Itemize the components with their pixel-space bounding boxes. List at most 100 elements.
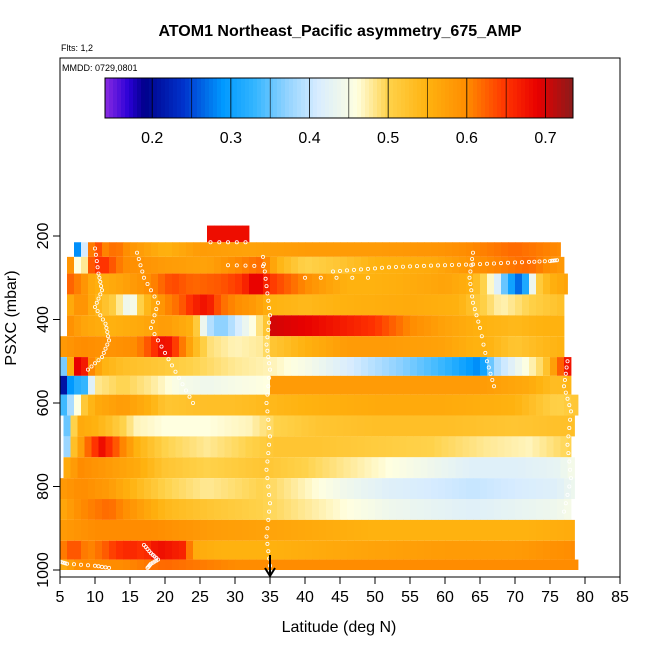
flight-track-point <box>152 294 157 299</box>
heatmap-cell <box>67 315 75 337</box>
heatmap-cell <box>130 375 138 395</box>
heatmap-cell <box>116 256 124 274</box>
heatmap-cell <box>403 559 411 570</box>
heatmap-cell <box>207 315 215 337</box>
heatmap-cell <box>158 315 166 337</box>
heatmap-cell <box>165 478 173 500</box>
colorbar-swatch <box>193 78 198 118</box>
heatmap-cell <box>333 315 341 337</box>
flight-track-point <box>468 281 473 286</box>
heatmap-cell <box>382 478 390 500</box>
heatmap-cell <box>74 394 82 416</box>
heatmap-cell <box>123 294 131 316</box>
heatmap-cell <box>263 294 271 316</box>
flight-track-point <box>96 358 101 363</box>
heatmap-cell <box>158 559 166 570</box>
heatmap-cell <box>385 415 393 437</box>
heatmap-cell <box>417 294 425 316</box>
heatmap-cell <box>165 336 173 358</box>
heatmap-cell <box>112 436 120 458</box>
flight-track-point <box>217 240 222 245</box>
heatmap-cell <box>508 294 516 316</box>
heatmap-cell <box>137 256 145 274</box>
heatmap-cell <box>256 519 264 541</box>
heatmap-cell <box>259 457 267 479</box>
colorbar-swatch <box>393 78 398 118</box>
colorbar-frame <box>104 77 574 119</box>
heatmap-cell <box>315 436 323 458</box>
colorbar-swatch <box>157 78 162 118</box>
heatmap-cell <box>319 540 327 560</box>
heatmap-cell <box>424 519 432 541</box>
heatmap-cell <box>273 415 281 437</box>
heatmap-cell <box>284 242 292 257</box>
heatmap-cell <box>179 357 187 376</box>
heatmap-cell <box>186 519 194 541</box>
heatmap-cell <box>333 559 341 570</box>
heatmap-cell <box>130 478 138 500</box>
heatmap-cell <box>445 357 453 376</box>
flight-track-point <box>470 256 475 261</box>
heatmap-cell <box>298 315 306 337</box>
heatmap-cell <box>340 256 348 274</box>
heatmap-cell <box>270 394 278 416</box>
heatmap-cell <box>445 242 453 257</box>
heatmap-cell <box>508 478 516 500</box>
heatmap-cell <box>186 375 194 395</box>
heatmap-cell <box>263 242 271 257</box>
heatmap-cell <box>207 478 215 500</box>
colorbar-swatch <box>485 78 490 118</box>
heatmap-cell <box>473 256 481 274</box>
heatmap-cell <box>389 256 397 274</box>
heatmap-cell <box>109 273 117 295</box>
heatmap-cell <box>287 415 295 437</box>
heatmap-cell <box>294 415 302 437</box>
heatmap-cell <box>459 315 467 337</box>
heatmap-cell <box>88 315 96 337</box>
heatmap-cell <box>452 336 460 358</box>
heatmap-cell <box>102 315 110 337</box>
heatmap-cell <box>515 294 523 316</box>
heatmap-cell <box>151 294 159 316</box>
heatmap-cell <box>494 499 502 520</box>
flight-track-point <box>463 262 468 267</box>
heatmap-cell <box>189 457 197 479</box>
heatmap-cell <box>410 256 418 274</box>
heatmap-cell <box>270 336 278 358</box>
heatmap-cell <box>326 336 334 358</box>
heatmap-cell <box>487 375 495 395</box>
heatmap-cell <box>487 540 495 560</box>
heatmap-cell <box>347 315 355 337</box>
heatmap-cell <box>144 256 152 274</box>
flight-track-point <box>302 275 307 280</box>
heatmap-cell <box>525 415 533 437</box>
flight-track-point <box>208 240 213 245</box>
flight-track-point <box>490 377 495 382</box>
heatmap-cell <box>277 256 285 274</box>
heatmap-cell <box>350 436 358 458</box>
heatmap-cell <box>116 336 124 358</box>
heatmap-cell <box>284 394 292 416</box>
heatmap-cell <box>207 225 215 243</box>
heatmap-cell <box>326 256 334 274</box>
heatmap-cell <box>95 294 103 316</box>
colorbar-swatch <box>333 78 338 118</box>
heatmap-cell <box>438 294 446 316</box>
heatmap-cell <box>480 478 488 500</box>
heatmap-cell <box>557 519 565 541</box>
heatmap-cell <box>116 242 124 257</box>
colorbar-swatch <box>545 78 550 118</box>
heatmap-cell <box>67 478 75 500</box>
flight-track-point <box>477 325 482 330</box>
heatmap-cell <box>473 357 481 376</box>
heatmap-cell <box>277 294 285 316</box>
heatmap-cell <box>466 478 474 500</box>
heatmap-cell <box>368 375 376 395</box>
heatmap-cell <box>469 457 477 479</box>
heatmap-cell <box>81 357 89 376</box>
heatmap-cell <box>326 478 334 500</box>
heatmap-cell <box>480 499 488 520</box>
heatmap-cell <box>154 457 162 479</box>
heatmap-cell <box>217 457 225 479</box>
heatmap-cell <box>221 519 229 541</box>
